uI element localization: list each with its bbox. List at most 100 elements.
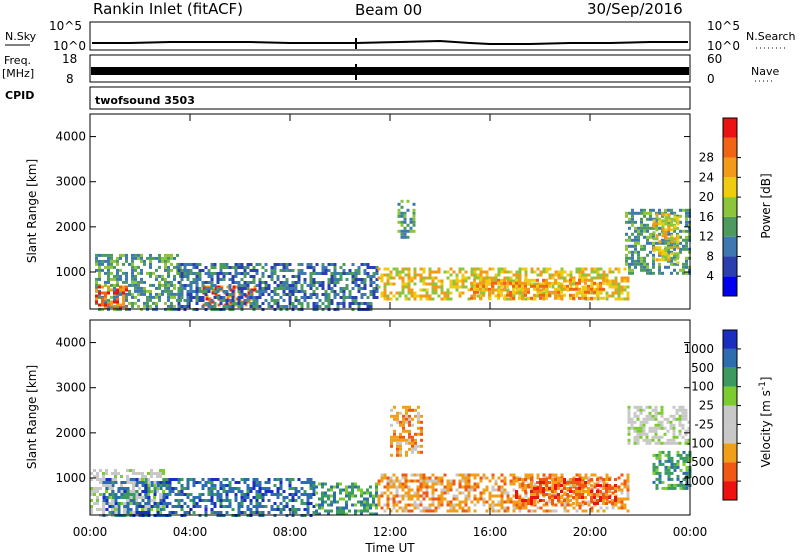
velocity-cell xyxy=(512,482,516,486)
velocity-cell xyxy=(575,496,578,499)
velocity-cell xyxy=(243,481,247,484)
velocity-cell xyxy=(380,476,384,480)
velocity-cell xyxy=(333,485,336,489)
velocity-cell xyxy=(678,432,682,436)
power-cell xyxy=(222,296,226,299)
velocity-cell xyxy=(402,426,405,430)
velocity-cell xyxy=(670,462,674,466)
power-cell xyxy=(351,278,355,281)
power-cell xyxy=(539,284,542,288)
velocity-cell xyxy=(682,456,686,460)
time-axis-title: Time UT xyxy=(364,541,415,554)
power-cell xyxy=(291,287,295,290)
power-cell xyxy=(533,287,536,291)
velocity-cell xyxy=(348,509,351,513)
power-cell xyxy=(488,276,492,280)
power-cell xyxy=(113,265,116,269)
power-cell xyxy=(655,258,659,262)
power-cell xyxy=(366,275,370,278)
velocity-cell xyxy=(545,509,549,513)
velocity-cell xyxy=(114,478,117,481)
power-cell xyxy=(646,271,649,275)
power-cell xyxy=(587,296,590,300)
power-cell xyxy=(403,220,407,224)
nave-tick-top: 60 xyxy=(707,52,722,66)
velocity-cell xyxy=(676,465,680,469)
velocity-cell xyxy=(672,432,676,436)
power-cell xyxy=(101,253,104,257)
velocity-colorbar-label-exp: -1 xyxy=(758,381,768,390)
power-cell xyxy=(339,296,343,299)
power-cell xyxy=(345,284,349,287)
velocity-cell xyxy=(542,503,546,507)
velocity-cell xyxy=(407,491,411,495)
power-cell xyxy=(294,290,298,293)
power-cell xyxy=(116,295,119,299)
velocity-cell xyxy=(425,494,429,498)
power-cell xyxy=(617,267,621,271)
velocity-cell xyxy=(210,484,214,487)
velocity-cell xyxy=(147,499,151,502)
power-cell xyxy=(685,238,688,242)
power-cell xyxy=(413,282,417,286)
power-cell xyxy=(494,294,498,298)
velocity-cell xyxy=(398,485,402,489)
power-cell xyxy=(140,277,143,281)
power-cell xyxy=(324,296,328,299)
power-cell xyxy=(309,293,313,296)
velocity-cell xyxy=(572,484,575,487)
velocity-cell xyxy=(608,490,611,493)
power-cell xyxy=(482,276,486,280)
velocity-cell xyxy=(96,490,99,493)
velocity-cell xyxy=(108,511,112,514)
power-cell xyxy=(186,263,190,266)
velocity-cell xyxy=(626,482,630,486)
power-cell xyxy=(312,302,316,305)
velocity-cell xyxy=(234,493,238,496)
power-cell xyxy=(333,275,337,278)
velocity-cell xyxy=(243,499,247,502)
velocity-cell xyxy=(518,499,521,502)
power-cell xyxy=(189,287,193,290)
power-cell xyxy=(173,295,176,299)
power-colorbar-segment xyxy=(723,197,737,217)
velocity-cell xyxy=(210,487,214,490)
power-cell xyxy=(406,208,410,212)
power-cell xyxy=(164,289,167,293)
velocity-cell xyxy=(651,429,655,433)
power-cell xyxy=(249,290,253,293)
power-cell xyxy=(524,284,527,288)
velocity-cell xyxy=(413,473,417,477)
velocity-cell xyxy=(237,502,241,505)
velocity-cell xyxy=(611,499,614,502)
velocity-cell xyxy=(132,484,135,487)
power-cell xyxy=(412,208,416,212)
velocity-cell xyxy=(336,509,339,513)
power-cell xyxy=(309,272,313,275)
velocity-cell xyxy=(464,494,468,498)
power-cell xyxy=(679,268,682,272)
power-cell xyxy=(455,273,459,277)
power-cell xyxy=(446,276,450,280)
power-cell xyxy=(234,263,238,266)
power-cell xyxy=(617,285,621,289)
velocity-cell xyxy=(515,503,519,507)
velocity-cell xyxy=(461,476,465,480)
velocity-cell xyxy=(405,420,408,424)
velocity-cell xyxy=(542,478,545,481)
velocity-cell xyxy=(420,426,423,430)
velocity-cell xyxy=(389,479,393,483)
velocity-cell xyxy=(147,487,151,490)
power-cell xyxy=(116,271,119,275)
power-cell xyxy=(225,305,229,308)
power-cell xyxy=(646,268,649,272)
velocity-cell xyxy=(470,488,474,492)
velocity-cell xyxy=(675,417,679,421)
velocity-cell xyxy=(455,509,459,513)
power-cell xyxy=(422,288,426,292)
velocity-cell xyxy=(165,481,169,484)
power-cell xyxy=(500,281,503,285)
power-cell xyxy=(482,291,486,295)
power-cell xyxy=(228,305,232,308)
power-cell xyxy=(116,259,119,263)
